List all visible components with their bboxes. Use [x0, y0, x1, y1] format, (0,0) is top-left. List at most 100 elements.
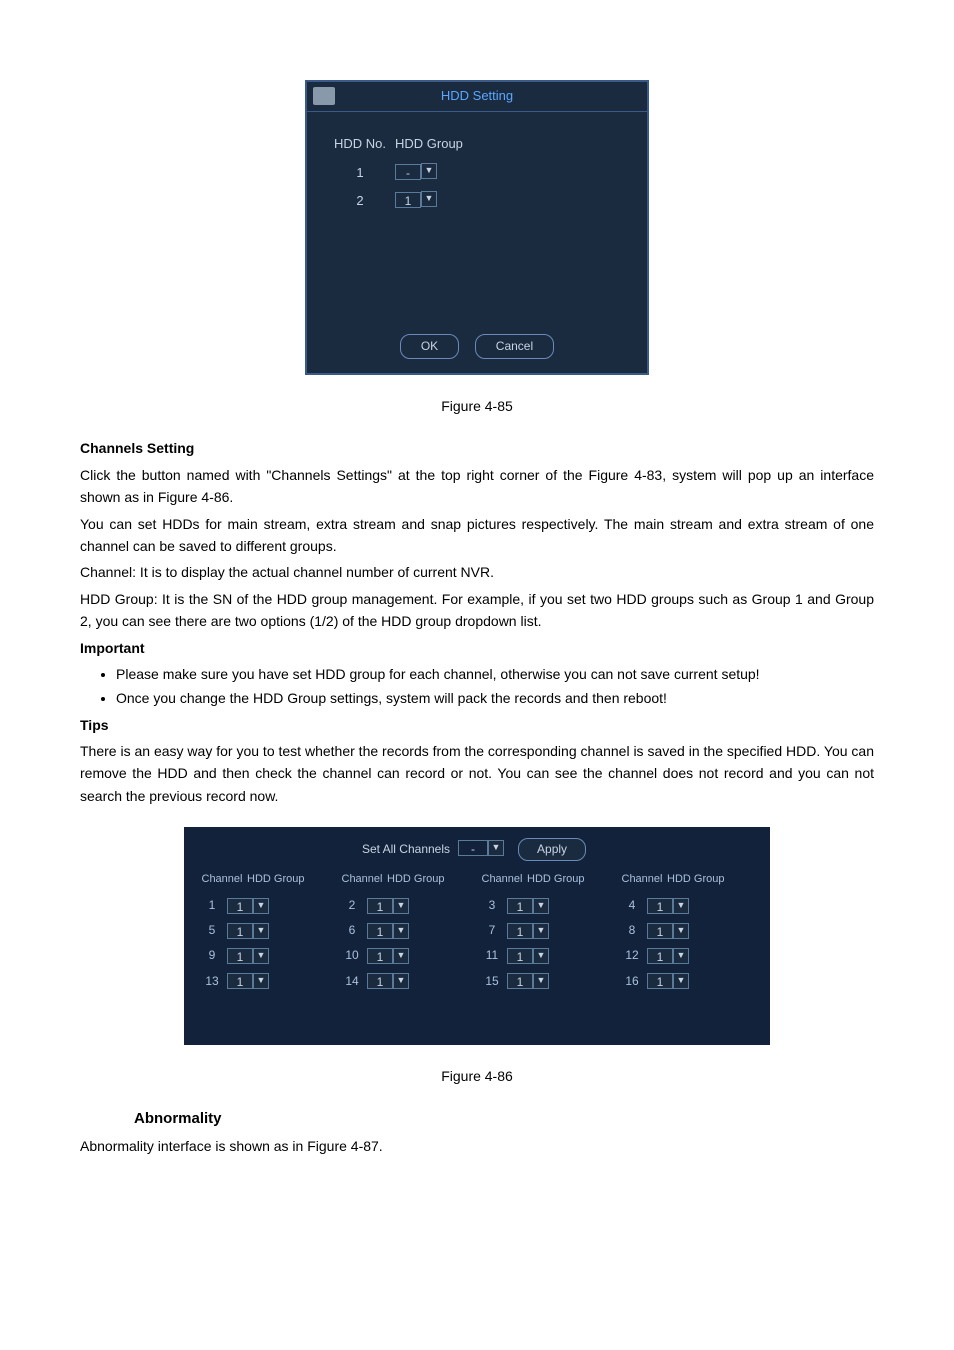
channel-group-select[interactable]: 1▼	[507, 973, 549, 989]
set-all-channels-label: Set All Channels	[362, 840, 450, 859]
channels-columns: ChannelHDD Group11▼51▼91▼131▼ChannelHDD …	[197, 871, 757, 993]
channel-row: 11▼	[197, 896, 337, 915]
chevron-down-icon[interactable]: ▼	[421, 163, 437, 179]
channel-group-value: 1	[367, 973, 393, 989]
hdd-row-1: 1 -▼	[325, 163, 629, 184]
hdd-group-select-1[interactable]: -▼	[395, 163, 437, 184]
group-header-label: HDD Group	[527, 871, 584, 889]
hdd-group-header: HDD Group	[395, 134, 463, 155]
channel-column-header: ChannelHDD Group	[477, 871, 617, 889]
chevron-down-icon[interactable]: ▼	[533, 948, 549, 964]
chevron-down-icon[interactable]: ▼	[253, 948, 269, 964]
channel-group-select[interactable]: 1▼	[227, 898, 269, 914]
body-p3: Channel: It is to display the actual cha…	[80, 561, 874, 583]
channels-setting-heading: Channels Setting	[80, 437, 874, 459]
set-all-value: -	[458, 840, 488, 856]
channel-row: 71▼	[477, 921, 617, 940]
chevron-down-icon[interactable]: ▼	[393, 973, 409, 989]
channel-column-header: ChannelHDD Group	[197, 871, 337, 889]
channels-dialog: Set All Channels -▼ Apply ChannelHDD Gro…	[184, 827, 770, 1045]
channel-row: 151▼	[477, 972, 617, 991]
body-p5: There is an easy way for you to test whe…	[80, 740, 874, 807]
hdd-no-header: HDD No.	[325, 134, 395, 155]
tips-heading: Tips	[80, 714, 874, 736]
hdd-group-value-1: -	[395, 164, 421, 180]
important-item-2: Once you change the HDD Group settings, …	[116, 687, 874, 709]
channel-group-value: 1	[647, 973, 673, 989]
hdd-group-value-2: 1	[395, 192, 421, 208]
hdd-header-row: HDD No. HDD Group	[325, 134, 629, 155]
channel-column: ChannelHDD Group41▼81▼121▼161▼	[617, 871, 757, 993]
channel-group-select[interactable]: 1▼	[647, 973, 689, 989]
channel-group-select[interactable]: 1▼	[647, 898, 689, 914]
channel-number: 2	[337, 896, 367, 915]
apply-button[interactable]: Apply	[518, 838, 586, 861]
channel-column: ChannelHDD Group11▼51▼91▼131▼	[197, 871, 337, 993]
chevron-down-icon[interactable]: ▼	[488, 840, 504, 856]
channel-group-value: 1	[227, 948, 253, 964]
important-item-1: Please make sure you have set HDD group …	[116, 663, 874, 685]
hdd-icon	[313, 87, 335, 105]
channel-group-select[interactable]: 1▼	[367, 948, 409, 964]
channel-number: 12	[617, 946, 647, 965]
channel-group-select[interactable]: 1▼	[367, 973, 409, 989]
channel-group-select[interactable]: 1▼	[647, 923, 689, 939]
chevron-down-icon[interactable]: ▼	[253, 973, 269, 989]
chevron-down-icon[interactable]: ▼	[673, 923, 689, 939]
hdd-group-select-2[interactable]: 1▼	[395, 191, 437, 212]
channel-number: 10	[337, 946, 367, 965]
channel-group-select[interactable]: 1▼	[647, 948, 689, 964]
channel-row: 91▼	[197, 946, 337, 965]
chevron-down-icon[interactable]: ▼	[673, 898, 689, 914]
channel-group-value: 1	[507, 973, 533, 989]
chevron-down-icon[interactable]: ▼	[393, 923, 409, 939]
channel-group-select[interactable]: 1▼	[507, 923, 549, 939]
set-all-channels-select[interactable]: -▼	[458, 840, 504, 859]
channel-group-value: 1	[367, 923, 393, 939]
channel-group-select[interactable]: 1▼	[227, 923, 269, 939]
channel-column: ChannelHDD Group21▼61▼101▼141▼	[337, 871, 477, 993]
channel-column-header: ChannelHDD Group	[617, 871, 757, 889]
channel-group-select[interactable]: 1▼	[367, 898, 409, 914]
dialog-titlebar: HDD Setting	[307, 82, 647, 112]
dialog-body: HDD No. HDD Group 1 -▼ 2 1▼	[307, 112, 647, 326]
channel-number: 7	[477, 921, 507, 940]
dialog-buttons: OK Cancel	[307, 326, 647, 373]
channel-header-label: Channel	[477, 871, 527, 889]
ok-button[interactable]: OK	[400, 334, 459, 359]
channel-group-select[interactable]: 1▼	[227, 973, 269, 989]
channel-row: 61▼	[337, 921, 477, 940]
channel-row: 51▼	[197, 921, 337, 940]
channel-row: 21▼	[337, 896, 477, 915]
channel-group-select[interactable]: 1▼	[507, 898, 549, 914]
channel-group-select[interactable]: 1▼	[507, 948, 549, 964]
chevron-down-icon[interactable]: ▼	[253, 898, 269, 914]
chevron-down-icon[interactable]: ▼	[673, 948, 689, 964]
chevron-down-icon[interactable]: ▼	[393, 898, 409, 914]
channel-group-value: 1	[227, 973, 253, 989]
channel-row: 101▼	[337, 946, 477, 965]
chevron-down-icon[interactable]: ▼	[533, 898, 549, 914]
chevron-down-icon[interactable]: ▼	[533, 923, 549, 939]
channel-number: 4	[617, 896, 647, 915]
chevron-down-icon[interactable]: ▼	[673, 973, 689, 989]
chevron-down-icon[interactable]: ▼	[393, 948, 409, 964]
channel-group-value: 1	[507, 898, 533, 914]
channel-group-value: 1	[227, 898, 253, 914]
body-p2: You can set HDDs for main stream, extra …	[80, 513, 874, 558]
chevron-down-icon[interactable]: ▼	[421, 191, 437, 207]
body-p4: HDD Group: It is the SN of the HDD group…	[80, 588, 874, 633]
channel-group-select[interactable]: 1▼	[367, 923, 409, 939]
cancel-button[interactable]: Cancel	[475, 334, 554, 359]
important-heading: Important	[80, 637, 874, 659]
hdd-setting-dialog-figure: HDD Setting HDD No. HDD Group 1 -▼ 2 1▼ …	[80, 80, 874, 375]
channel-row: 41▼	[617, 896, 757, 915]
important-list: Please make sure you have set HDD group …	[80, 663, 874, 710]
abnormality-heading: Abnormality	[134, 1107, 874, 1131]
channel-group-value: 1	[647, 898, 673, 914]
chevron-down-icon[interactable]: ▼	[533, 973, 549, 989]
chevron-down-icon[interactable]: ▼	[253, 923, 269, 939]
hdd-setting-dialog: HDD Setting HDD No. HDD Group 1 -▼ 2 1▼ …	[305, 80, 649, 375]
channel-group-select[interactable]: 1▼	[227, 948, 269, 964]
group-header-label: HDD Group	[247, 871, 304, 889]
